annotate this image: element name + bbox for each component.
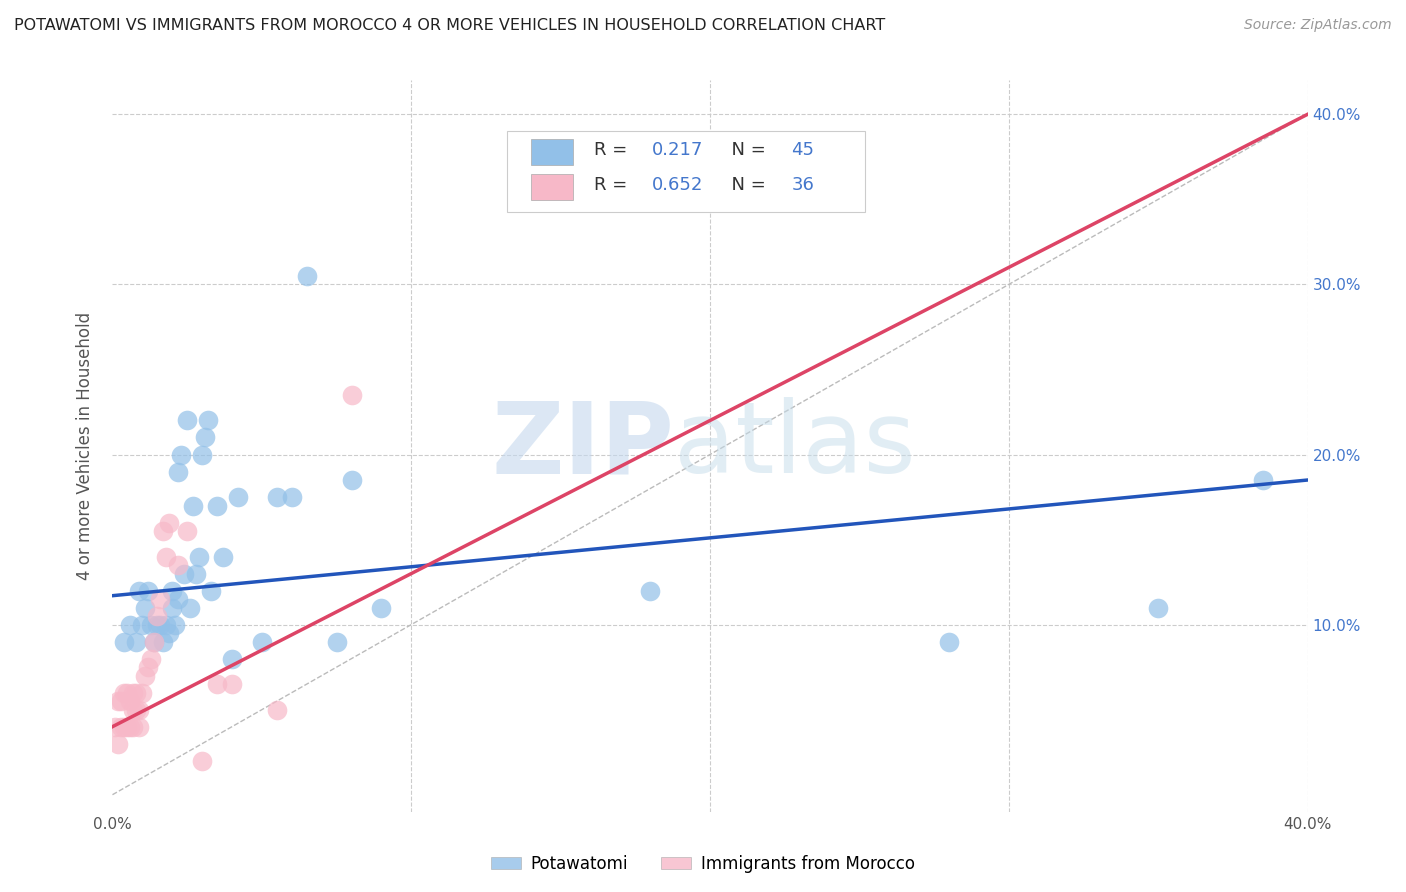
Y-axis label: 4 or more Vehicles in Household: 4 or more Vehicles in Household <box>76 312 94 580</box>
Text: 45: 45 <box>792 141 814 159</box>
Point <box>157 516 180 530</box>
Point <box>128 720 150 734</box>
Point <box>173 566 195 581</box>
Point <box>141 617 163 632</box>
Point <box>162 583 183 598</box>
Point <box>138 660 160 674</box>
Point <box>638 583 662 598</box>
Point <box>340 388 363 402</box>
Point <box>131 686 153 700</box>
Point <box>157 626 180 640</box>
Point <box>146 617 169 632</box>
Text: 0.652: 0.652 <box>651 176 703 194</box>
Point <box>176 524 198 538</box>
Point <box>325 634 347 648</box>
Point <box>181 499 204 513</box>
Point <box>1251 473 1274 487</box>
Point <box>281 490 304 504</box>
Point <box>146 609 169 624</box>
Point <box>120 720 142 734</box>
Point <box>200 583 222 598</box>
Point <box>205 499 228 513</box>
Point <box>170 448 193 462</box>
Point <box>340 473 363 487</box>
Point <box>167 465 190 479</box>
Point <box>191 448 214 462</box>
Point <box>120 617 142 632</box>
Point <box>250 634 273 648</box>
Point <box>117 686 139 700</box>
Point <box>152 634 174 648</box>
Point <box>125 634 148 648</box>
Point <box>1147 600 1170 615</box>
Point <box>122 686 145 700</box>
Legend: Potawatomi, Immigrants from Morocco: Potawatomi, Immigrants from Morocco <box>484 848 922 880</box>
Point <box>117 720 139 734</box>
Point <box>143 634 166 648</box>
Point <box>165 617 187 632</box>
Point <box>107 737 129 751</box>
Point <box>266 490 288 504</box>
Text: Source: ZipAtlas.com: Source: ZipAtlas.com <box>1244 18 1392 32</box>
Point <box>212 549 235 564</box>
Point <box>938 634 960 648</box>
Point <box>167 558 190 572</box>
Point <box>370 600 392 615</box>
Point <box>104 720 127 734</box>
Text: POTAWATOMI VS IMMIGRANTS FROM MOROCCO 4 OR MORE VEHICLES IN HOUSEHOLD CORRELATIO: POTAWATOMI VS IMMIGRANTS FROM MOROCCO 4 … <box>14 18 886 33</box>
Point <box>114 720 135 734</box>
Point <box>155 617 177 632</box>
Point <box>186 566 208 581</box>
Text: ZIP: ZIP <box>491 398 675 494</box>
Point <box>114 686 135 700</box>
Point <box>205 677 228 691</box>
Point <box>197 413 219 427</box>
Point <box>179 600 201 615</box>
Point <box>122 703 145 717</box>
Point <box>155 549 177 564</box>
Point <box>728 192 751 206</box>
Point <box>125 703 148 717</box>
Point <box>110 694 132 708</box>
Point <box>138 583 160 598</box>
Point <box>194 430 217 444</box>
Point <box>128 583 150 598</box>
Text: N =: N = <box>720 141 770 159</box>
Text: 0.217: 0.217 <box>651 141 703 159</box>
Bar <box>531 174 572 200</box>
Point <box>191 754 214 768</box>
Point <box>120 694 142 708</box>
Point <box>134 600 156 615</box>
Point <box>226 490 249 504</box>
Point <box>107 694 129 708</box>
Point <box>125 686 148 700</box>
Text: N =: N = <box>720 176 770 194</box>
Point <box>131 617 153 632</box>
Text: atlas: atlas <box>675 398 915 494</box>
Point <box>162 600 183 615</box>
Point <box>149 592 172 607</box>
Point <box>134 668 156 682</box>
Point <box>110 720 132 734</box>
Point <box>295 268 318 283</box>
Point <box>143 634 166 648</box>
Point <box>149 617 172 632</box>
Point <box>188 549 211 564</box>
Text: R =: R = <box>595 176 633 194</box>
Point <box>221 677 243 691</box>
Text: R =: R = <box>595 141 633 159</box>
Point <box>266 703 288 717</box>
Point <box>176 413 198 427</box>
Point <box>167 592 190 607</box>
Bar <box>531 139 572 165</box>
Text: 36: 36 <box>792 176 814 194</box>
Point <box>114 634 135 648</box>
FancyBboxPatch shape <box>508 131 865 212</box>
Point <box>141 651 163 665</box>
Point <box>152 524 174 538</box>
Point <box>221 651 243 665</box>
Point <box>128 703 150 717</box>
Point <box>122 720 145 734</box>
